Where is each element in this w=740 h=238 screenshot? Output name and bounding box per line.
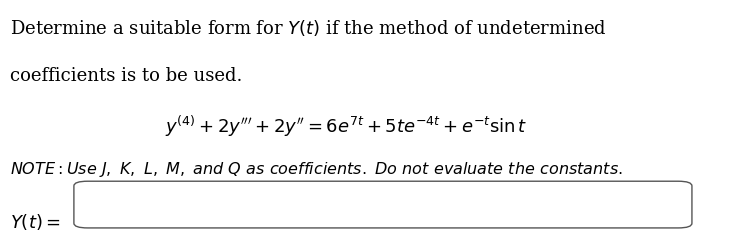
Text: $\it{NOTE: Use\ J,\ K,\ L,\ M,\ and\ Q\ as\ coefficients.\ Do\ not\ evaluate\ th: $\it{NOTE: Use\ J,\ K,\ L,\ M,\ and\ Q\ … [10,160,623,179]
Text: $Y(t) =$: $Y(t) =$ [10,212,61,232]
FancyBboxPatch shape [74,181,692,228]
Text: Determine a suitable form for $Y(t)$ if the method of undetermined: Determine a suitable form for $Y(t)$ if … [10,18,607,38]
Text: $y^{(4)} + 2y^{\prime\prime\prime} + 2y^{\prime\prime} = 6e^{7t} + 5te^{-4t} + e: $y^{(4)} + 2y^{\prime\prime\prime} + 2y^… [166,114,528,139]
Text: coefficients is to be used.: coefficients is to be used. [10,67,243,85]
